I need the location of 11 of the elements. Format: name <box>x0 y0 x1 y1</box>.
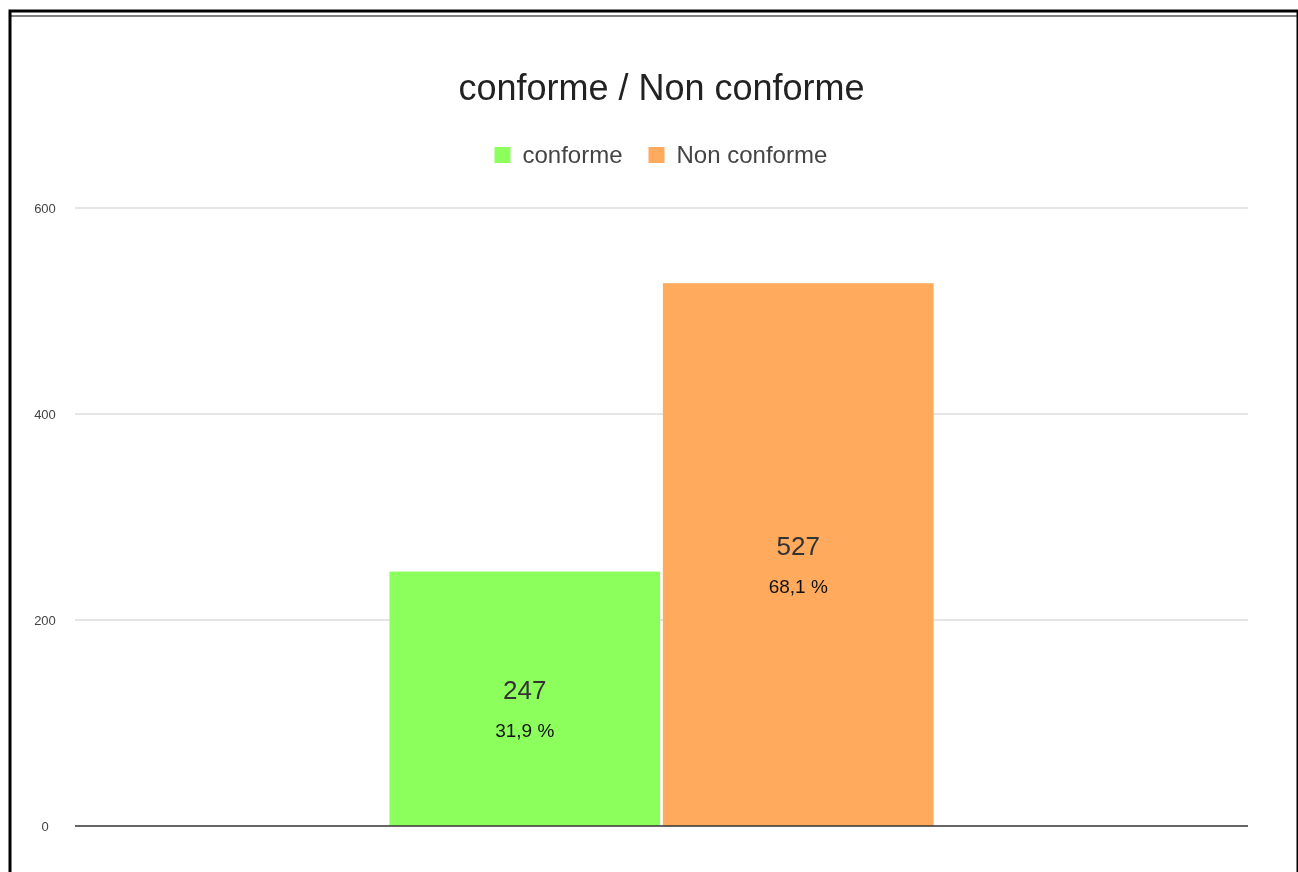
annotation: 68,1 % <box>768 575 828 597</box>
y-tick-label: 0 <box>41 819 49 834</box>
data-label: 527 <box>776 530 820 561</box>
y-tick-label: 400 <box>34 407 56 422</box>
annotation: 31,9 % <box>495 719 555 741</box>
y-tick-label: 600 <box>34 201 56 216</box>
legend-label: Non conforme <box>676 141 828 168</box>
legend-label: conforme <box>522 141 623 168</box>
data-label: 247 <box>503 674 547 705</box>
y-tick-label: 200 <box>34 613 56 628</box>
chart-title: conforme / Non conforme <box>458 67 865 108</box>
